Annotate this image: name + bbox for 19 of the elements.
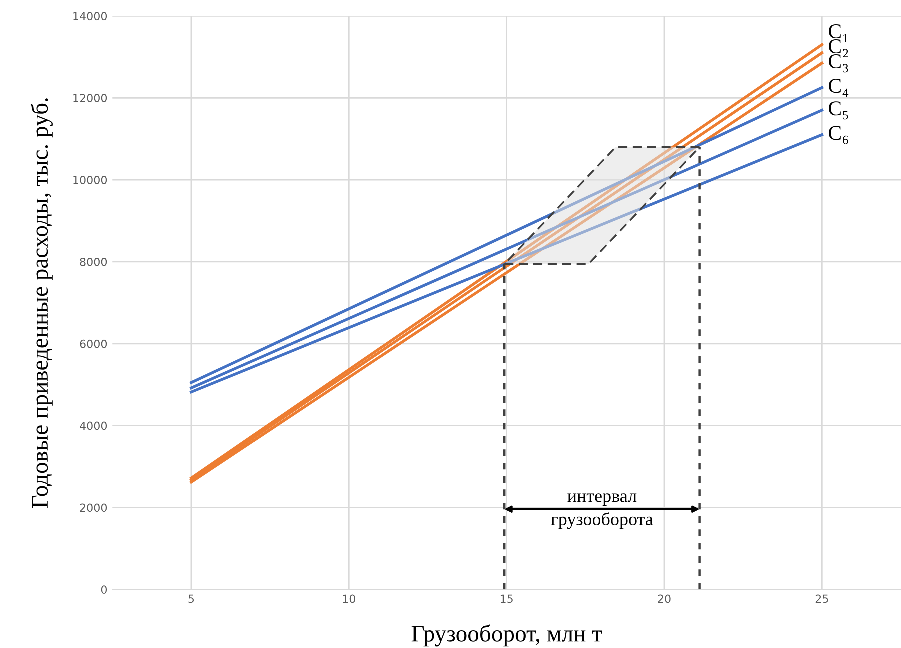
y-tick-label: 8000 xyxy=(80,258,108,266)
y-tick-label: 10000 xyxy=(74,176,108,184)
y-axis-title: Годовые приведенные расходы, тыс. руб. xyxy=(30,98,53,508)
y-tick-label: 12000 xyxy=(74,94,108,103)
y-tick-label: 4000 xyxy=(80,422,108,430)
x-tick-label: 15 xyxy=(500,594,513,604)
x-tick-label: 20 xyxy=(658,594,671,604)
annotation: интервал грузооборота xyxy=(551,494,654,530)
series-label: C₄ xyxy=(829,79,849,98)
y-tick-label: 0 xyxy=(101,586,108,594)
x-tick-label: 10 xyxy=(343,594,356,604)
y-tick-label: 2000 xyxy=(80,504,108,512)
y-tick-label: 14000 xyxy=(74,12,108,21)
series-label: C₅ xyxy=(829,102,848,120)
series-label: C₆ xyxy=(829,126,848,144)
y-tick-label: 6000 xyxy=(80,340,108,348)
x-tick-label: 5 xyxy=(188,594,194,604)
x-axis-title: Грузооборот, млн т xyxy=(412,624,602,647)
x-tick-label: 25 xyxy=(816,594,828,604)
